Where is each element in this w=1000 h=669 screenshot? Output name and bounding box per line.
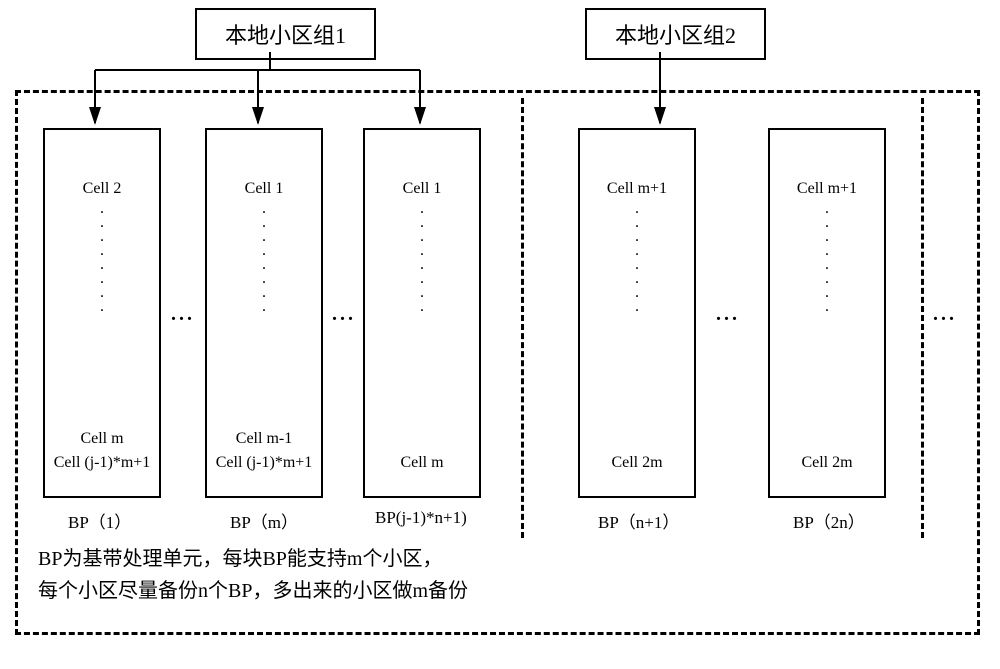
bpn1-top-cell: Cell m+1 xyxy=(580,180,694,198)
group-label-2-text: 本地小区组2 xyxy=(615,23,736,48)
bpm-label: BP（m） xyxy=(230,508,298,533)
bpjn1-dots: ........ xyxy=(365,202,479,314)
bp-container: Cell 2 ........ Cell m Cell (j-1)*m+1 BP… xyxy=(15,90,980,635)
bp1-bottom-1: Cell m xyxy=(45,430,159,448)
bpm-bottom-2: Cell (j-1)*m+1 xyxy=(207,454,321,472)
bpm-dots: ........ xyxy=(207,202,321,314)
bp1-dots: ........ xyxy=(45,202,159,314)
bpjn1-top-cell: Cell 1 xyxy=(365,180,479,198)
bp2n-top-cell: Cell m+1 xyxy=(770,180,884,198)
bpn1-dots: ........ xyxy=(580,202,694,314)
bp-row: Cell 2 ........ Cell m Cell (j-1)*m+1 BP… xyxy=(18,128,977,528)
bp2n-dots: ........ xyxy=(770,202,884,314)
ellipsis-1: ... xyxy=(171,303,195,326)
bpm-top-cell: Cell 1 xyxy=(207,180,321,198)
bp2n-label: BP（2n） xyxy=(793,508,865,533)
bpn1-bottom-1: Cell 2m xyxy=(580,454,694,472)
caption-line-2: 每个小区尽量备份n个BP，多出来的小区做m备份 xyxy=(38,575,468,607)
bp-block-n1: Cell m+1 ........ Cell 2m xyxy=(578,128,696,498)
bp-block-jn1: Cell 1 ........ Cell m xyxy=(363,128,481,498)
bpn1-label: BP（n+1） xyxy=(598,508,679,533)
bp-block-1: Cell 2 ........ Cell m Cell (j-1)*m+1 xyxy=(43,128,161,498)
bp-block-2n: Cell m+1 ........ Cell 2m xyxy=(768,128,886,498)
group-label-1: 本地小区组1 xyxy=(195,8,376,60)
caption-text: BP为基带处理单元，每块BP能支持m个小区， 每个小区尽量备份n个BP，多出来的… xyxy=(38,543,468,607)
ellipsis-3: ... xyxy=(716,303,740,326)
bp2n-bottom-1: Cell 2m xyxy=(770,454,884,472)
bpjn1-bottom-1: Cell m xyxy=(365,454,479,472)
group-label-1-text: 本地小区组1 xyxy=(225,23,346,48)
bp1-bottom-2: Cell (j-1)*m+1 xyxy=(45,454,159,472)
bp1-label: BP（1） xyxy=(68,508,131,533)
bp-block-m: Cell 1 ........ Cell m-1 Cell (j-1)*m+1 xyxy=(205,128,323,498)
bpm-bottom-1: Cell m-1 xyxy=(207,430,321,448)
bpjn1-label: BP(j-1)*n+1) xyxy=(375,508,467,528)
ellipsis-4: ... xyxy=(933,303,957,326)
caption-line-1: BP为基带处理单元，每块BP能支持m个小区， xyxy=(38,543,468,575)
bp1-top-cell: Cell 2 xyxy=(45,180,159,198)
ellipsis-2: ... xyxy=(332,303,356,326)
group-label-2: 本地小区组2 xyxy=(585,8,766,60)
